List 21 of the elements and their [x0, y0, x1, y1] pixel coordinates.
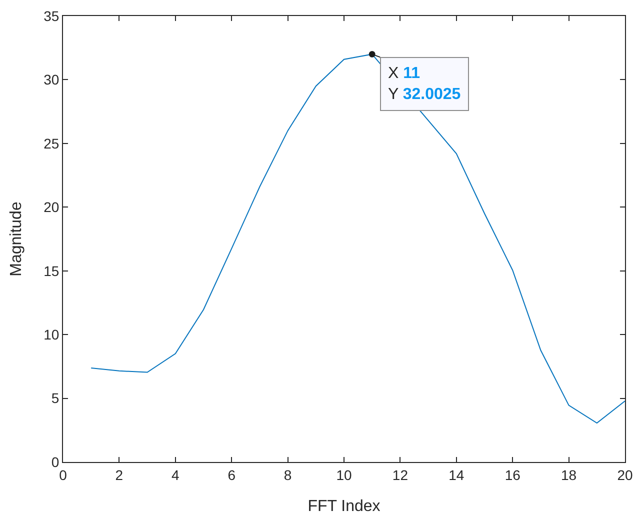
x-tick-label: 16 — [504, 466, 521, 483]
y-tick-label: 30 — [44, 72, 60, 88]
x-tick-label: 18 — [561, 466, 577, 483]
y-tick-label: 0 — [51, 454, 60, 470]
y-tick-label: 10 — [44, 326, 60, 342]
x-tick-label: 14 — [448, 466, 464, 483]
x-tick-label: 2 — [115, 466, 124, 483]
x-axis-title: FFT Index — [308, 498, 380, 515]
x-tick-label: 20 — [617, 466, 633, 483]
x-tick-label: 4 — [172, 466, 180, 483]
x-tick-label: 12 — [392, 466, 408, 483]
y-tick-label: 15 — [44, 262, 60, 279]
x-tick-label: 8 — [284, 466, 292, 483]
y-axis-title: Magnitude — [8, 202, 25, 276]
annotation: X 11 Y 32.0025 — [388, 65, 461, 103]
y-tick-label: 35 — [44, 8, 60, 24]
y-tick-label: 20 — [44, 199, 60, 216]
y-tick-label: 5 — [51, 390, 60, 406]
x-tick-label: 6 — [228, 466, 236, 483]
y-tick-label: 25 — [44, 135, 60, 152]
x-tick-label: 10 — [336, 466, 352, 483]
